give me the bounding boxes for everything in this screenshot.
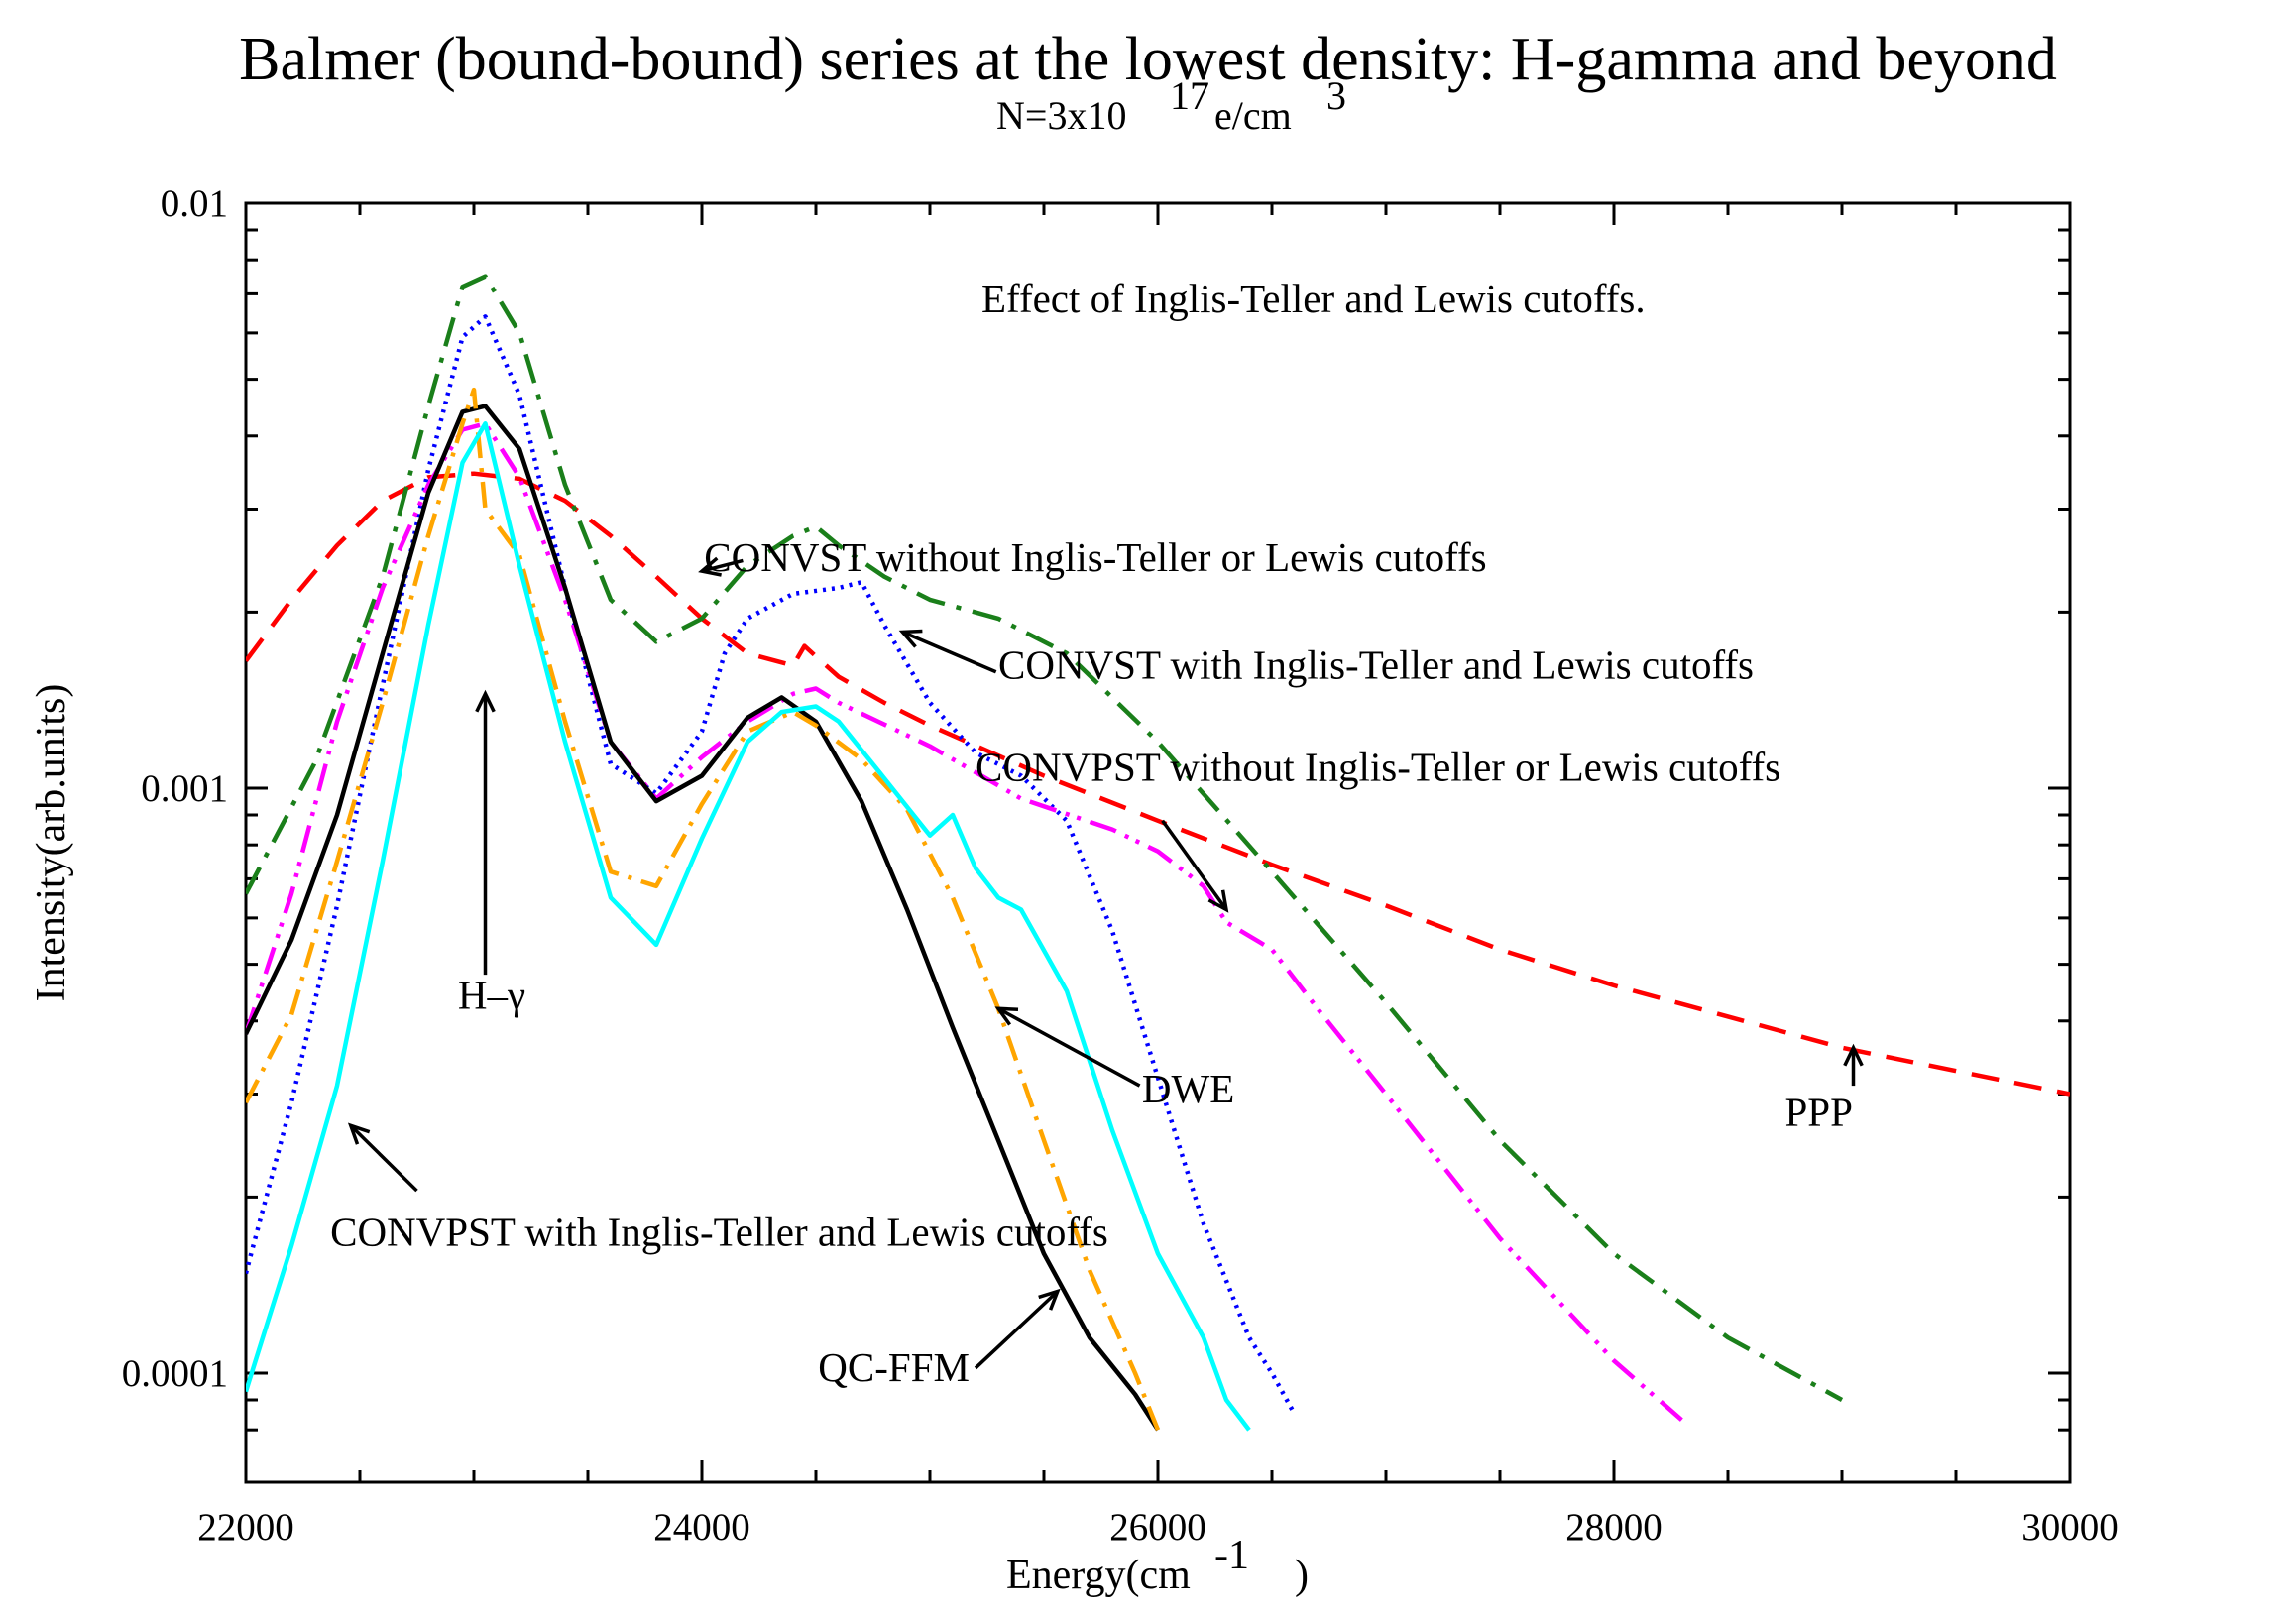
subtitle-exponent: 17 — [1170, 73, 1209, 118]
annotation-arrow-line — [997, 1006, 1141, 1088]
chart-subtitle: N=3x10 17 e/cm 3 — [996, 73, 1346, 138]
x-tick-label: 28000 — [1565, 1506, 1663, 1549]
y-tick-labels: 0.0001 0.001 0.01 — [122, 182, 228, 1395]
x-tick-label: 26000 — [1109, 1506, 1206, 1549]
annotations: CONVST without Inglis-Teller or Lewis cu… — [330, 534, 1864, 1390]
annotation-label: H–γ — [458, 972, 525, 1017]
annotation-arrowhead — [1843, 1043, 1864, 1067]
annotation-arrowhead — [475, 689, 496, 713]
y-tick-label: 0.01 — [161, 182, 228, 225]
annotation-arrowhead — [347, 1122, 371, 1145]
x-tick-label: 22000 — [197, 1506, 294, 1549]
annotation-label: DWE — [1142, 1066, 1234, 1111]
annotation-arrowhead — [1038, 1288, 1061, 1311]
chart-title: Balmer (bound-bound) series at the lowes… — [239, 26, 2057, 93]
annotation-label: QC-FFM — [818, 1344, 970, 1390]
axis-ticks — [244, 201, 2072, 1482]
series-dwe — [246, 387, 1161, 1432]
annotation-arrowhead — [1207, 889, 1229, 913]
annotation-label: CONVPST with Inglis-Teller and Lewis cut… — [330, 1210, 1108, 1255]
subtitle-unit-exponent: 3 — [1326, 73, 1346, 118]
plot-frame — [244, 201, 2072, 1484]
x-tick-labels: 22000 24000 26000 28000 30000 — [197, 1506, 2119, 1549]
annotation-label: CONVST without Inglis-Teller or Lewis cu… — [704, 534, 1486, 580]
annotation-label: CONVST with Inglis-Teller and Lewis cuto… — [998, 641, 1754, 687]
annotation-arrowhead — [898, 629, 923, 648]
data-series — [246, 274, 2070, 1432]
series-convpst-with-inglis-teller-and-lewis-cutoffs — [246, 421, 1251, 1432]
annotation-arrow-line — [349, 1124, 418, 1193]
series-convst-with-inglis-teller-and-lewis-cutoffs — [246, 314, 1297, 1416]
annotation-arrow-line — [1161, 819, 1228, 911]
subtitle-unit: e/cm — [1214, 93, 1292, 138]
x-axis-label: Energy(cm -1 ) — [1006, 1533, 1309, 1598]
series-qc-ffm — [246, 404, 1160, 1432]
annotation-arrow-line — [901, 630, 997, 674]
chart-note: Effect of Inglis-Teller and Lewis cutoff… — [981, 276, 1646, 321]
x-tick-label: 30000 — [2021, 1506, 2119, 1549]
annotation-label: PPP — [1785, 1089, 1853, 1134]
x-axis-label-close: ) — [1295, 1553, 1309, 1598]
annotation-arrowhead — [994, 1006, 1019, 1026]
y-tick-label: 0.0001 — [122, 1352, 228, 1395]
subtitle-base: N=3x10 — [996, 93, 1126, 138]
series-convst-without-inglis-teller-or-lewis-cutoffs — [246, 274, 1844, 1402]
y-axis-label: Intensity(arb.units) — [29, 684, 74, 1002]
x-axis-label-exponent: -1 — [1214, 1533, 1249, 1578]
x-axis-label-base: Energy(cm — [1006, 1553, 1191, 1598]
annotation-arrowhead — [698, 556, 722, 577]
y-tick-label: 0.001 — [141, 767, 228, 810]
x-tick-label: 24000 — [653, 1506, 750, 1549]
annotation-arrow-line — [974, 1290, 1059, 1370]
annotation-arrow-line — [701, 558, 744, 573]
annotation-label: CONVPST without Inglis-Teller or Lewis c… — [976, 744, 1780, 789]
